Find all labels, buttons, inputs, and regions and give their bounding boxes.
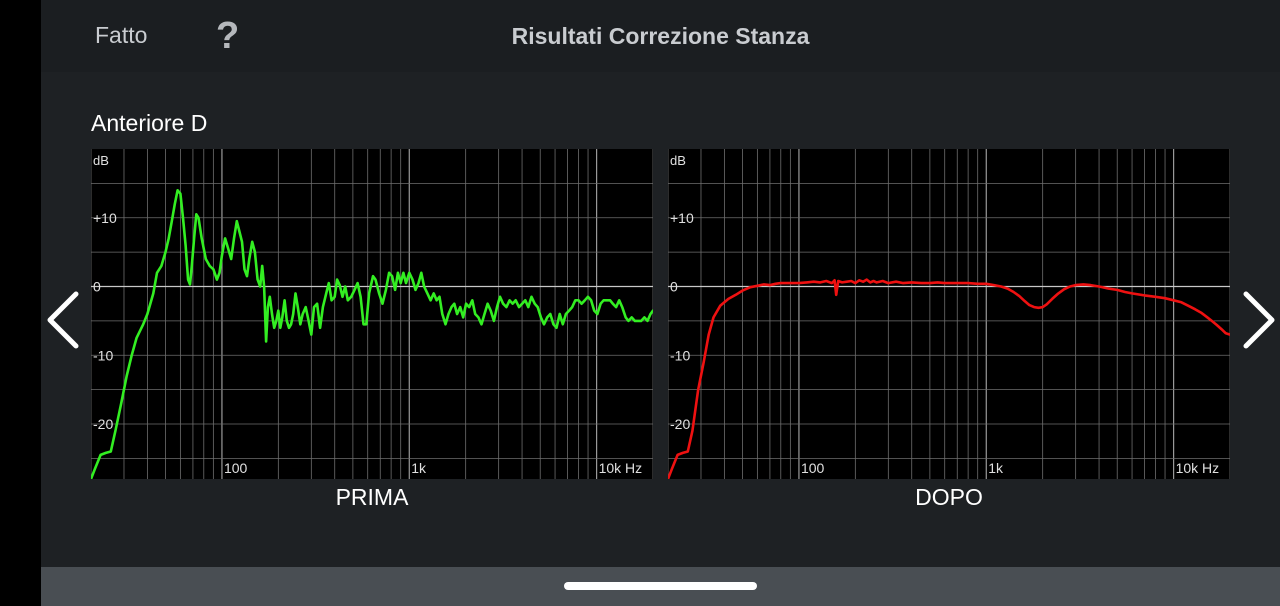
y-tick-label: +10 [93,210,117,226]
y-tick-label: -10 [93,347,113,363]
y-unit-label: dB [93,153,109,168]
chart-background [668,149,1230,479]
speaker-label: Anteriore D [91,110,208,136]
x-tick-label: 10k Hz [599,460,643,476]
y-tick-label: 0 [93,279,101,295]
x-tick-label: 1k [988,460,1004,476]
done-button[interactable]: Fatto [95,22,148,48]
y-tick-label: -10 [670,347,690,363]
y-tick-label: -20 [670,416,690,432]
top-bar: Fatto ? Risultati Correzione Stanza [41,0,1280,72]
before-chart-caption: PRIMA [335,484,409,510]
x-tick-label: 1k [411,460,427,476]
chevron-left-icon[interactable] [44,290,84,350]
y-tick-label: +10 [670,210,694,226]
before-response-curve [91,188,653,479]
after-response-curve [668,278,1230,479]
y-unit-label: dB [670,153,686,168]
home-indicator[interactable] [564,582,757,590]
page-title: Risultati Correzione Stanza [511,23,810,49]
x-tick-label: 100 [224,460,248,476]
y-tick-label: -20 [93,416,113,432]
chevron-right-icon[interactable] [1238,290,1278,350]
system-nav-bar [41,567,1280,606]
chart-grid [668,149,1230,479]
help-icon[interactable]: ? [216,15,240,57]
after-chart-caption: DOPO [915,484,983,510]
after-chart: dB +10 0 -10 -20 100 1k 10k Hz [668,149,1230,479]
x-tick-label: 10k Hz [1176,460,1220,476]
x-tick-label: 100 [801,460,825,476]
before-chart: dB +10 0 -10 -20 100 1k 10k Hz [91,149,653,479]
y-tick-label: 0 [670,279,678,295]
